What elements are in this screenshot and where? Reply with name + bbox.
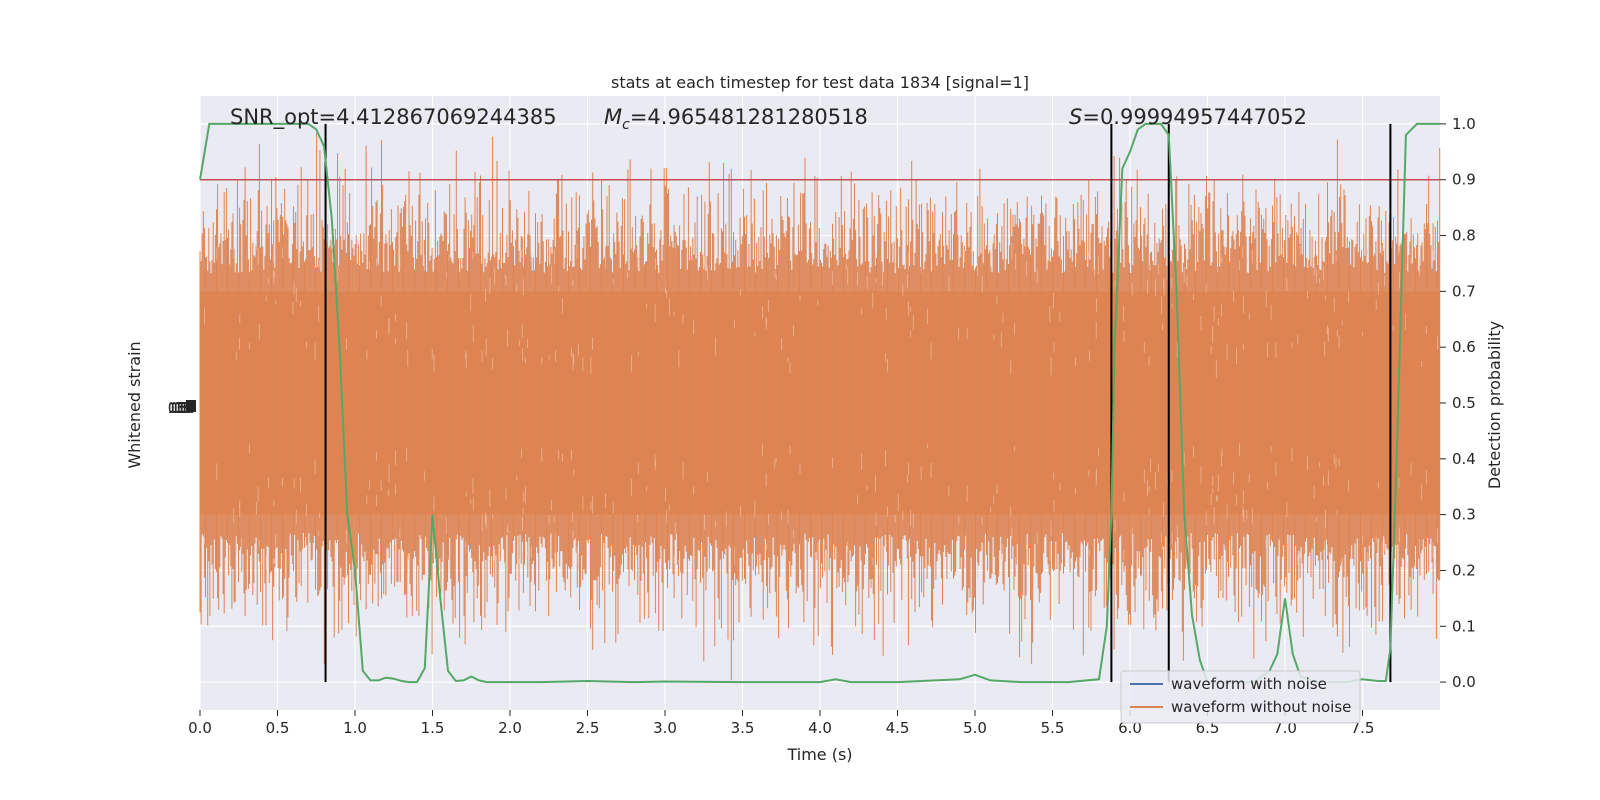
right-y-axis-label: Detection probability [1485,321,1504,489]
chirp-mass-annotation: Mc=4.965481281280518 [604,105,868,133]
y-tick-label: 0.0 [1452,673,1476,691]
vertical-markers [324,123,1392,683]
legend-label-without-noise: waveform without noise [1171,698,1351,716]
x-tick-label: 2.5 [576,719,600,737]
left-y-tick-label: 0.5 [168,399,183,416]
y-tick-label: 0.8 [1452,227,1476,245]
mc-subscript: c [622,117,630,133]
left-y-axis-ticks: ː0.5ː0.5ː0.5ː0.50.5 [168,399,196,417]
x-tick-label: 0.0 [188,719,212,737]
noise-spikes [199,132,1441,681]
y-tick-label: 0.5 [1452,394,1476,412]
legend-box [1120,670,1361,724]
snr-annotation: SNR_opt=4.412867069244385 [230,105,557,130]
x-tick-label: 4.0 [808,719,832,737]
x-tick-label: 4.5 [886,719,910,737]
x-tick-label: 5.0 [963,719,987,737]
y-tick-label: 0.6 [1452,338,1476,356]
noise-gaps [204,243,1438,579]
s-value: =0.99994957447052 [1082,105,1307,129]
x-tick-label: 1.5 [421,719,445,737]
left-y-axis-label: Whitened strain [125,341,144,468]
x-tick-label: 3.5 [731,719,755,737]
detection-probability-line [199,122,1440,684]
s-annotation: S=0.99994957447052 [1069,105,1307,129]
left-y-tick-label: ː0.5 [172,399,189,416]
y-tick-label: 0.2 [1452,561,1476,579]
x-tick-label: 3.0 [653,719,677,737]
y-tick-label: 0.4 [1452,450,1476,468]
y-tick-label: 0.1 [1452,617,1476,635]
chart-title: stats at each timestep for test data 183… [611,73,1029,92]
mc-value: =4.965481281280518 [630,105,868,129]
x-tick-label: 5.5 [1041,719,1065,737]
left-y-tick-label: ː0.5 [169,399,186,416]
x-tick-label: 2.0 [498,719,522,737]
y-tick-label: 1.0 [1452,115,1476,133]
mc-symbol: M [604,105,622,129]
y-tick-label: 0.3 [1452,506,1476,524]
x-axis-label: Time (s) [786,745,852,764]
s-symbol: S [1069,105,1082,129]
waveform-without-noise-series [199,132,1441,681]
x-tick-label: 0.5 [266,719,290,737]
x-tick-label: 1.0 [343,719,367,737]
left-y-tick-cluster [186,400,196,412]
legend: waveform with noise waveform without noi… [1120,670,1361,724]
y-tick-label: 0.7 [1452,282,1476,300]
y-tick-label: 0.9 [1452,171,1476,189]
legend-label-with-noise: waveform with noise [1171,675,1327,693]
right-y-axis-ticks: 0.0 0.1 0.2 0.3 0.4 0.5 0.6 0.7 0.8 0.9 1.0 [1440,115,1476,691]
